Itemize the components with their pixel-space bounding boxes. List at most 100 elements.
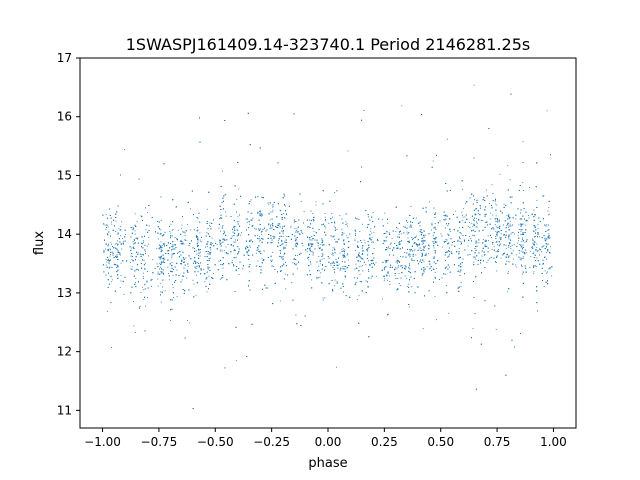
data-point [172,275,174,277]
data-point [339,252,341,254]
data-point [168,272,170,274]
data-point [259,236,261,237]
data-point [411,226,413,228]
data-point [125,234,127,235]
data-point [134,230,136,232]
data-point [362,270,364,272]
data-point [462,214,463,216]
data-point [295,231,296,233]
data-point [199,239,201,241]
data-point [145,207,146,209]
data-point [172,287,174,288]
data-point [324,213,326,214]
data-point [114,243,116,245]
data-point [545,252,547,254]
data-point [324,297,326,299]
data-point [437,260,439,262]
data-point [510,245,512,247]
data-point [471,222,473,224]
data-point [318,270,320,272]
data-point [271,259,273,261]
data-point [535,248,537,250]
data-point [131,227,133,229]
data-point [320,243,322,245]
data-point [495,328,497,330]
data-point [436,236,438,238]
data-point [106,223,108,225]
data-point [546,258,548,260]
data-point [296,268,298,270]
data-point [536,199,538,201]
data-point [367,216,369,218]
data-point [423,261,425,263]
data-point [546,238,548,240]
data-point [533,209,535,211]
data-point [549,213,550,215]
data-point [108,261,110,263]
data-point [316,278,318,280]
data-point [106,232,108,234]
data-point [170,232,172,234]
data-point [383,280,385,282]
data-point [485,213,487,215]
data-point [384,212,386,214]
data-point [460,233,462,235]
data-point [144,283,146,285]
data-point [355,231,357,232]
data-point [278,225,280,227]
data-point [548,235,550,237]
data-point [132,240,134,242]
data-point [499,173,501,175]
data-point [474,220,475,222]
data-point [142,289,144,291]
data-point [211,237,213,239]
data-point [281,257,283,259]
data-point [546,110,548,112]
data-point [198,250,200,251]
data-point [392,248,394,250]
data-point [234,228,235,230]
data-point [361,242,363,243]
data-point [367,286,369,288]
data-point [551,275,553,277]
data-point [236,360,237,362]
data-point [237,246,239,248]
data-point [431,229,432,231]
data-point [348,246,350,248]
data-point [442,246,443,248]
data-point [484,254,486,256]
data-point [520,250,522,252]
data-point [494,224,496,226]
data-point [408,306,410,308]
data-point [298,233,300,235]
data-point [143,284,145,286]
data-point [237,215,239,217]
data-point [359,280,361,282]
data-point [302,245,304,247]
data-point [533,241,535,243]
data-point [110,241,112,243]
data-point [421,252,423,254]
data-point [445,285,447,286]
data-point [407,237,409,239]
data-point [513,244,515,245]
data-point [115,231,117,232]
data-point [117,233,119,235]
data-point [162,250,164,252]
data-point [283,213,285,214]
data-point [513,258,515,260]
data-point [199,222,201,224]
data-point [119,286,121,288]
data-point [223,250,225,251]
data-point [223,238,225,240]
data-point [497,244,498,246]
data-point [408,271,410,273]
data-point [134,243,136,245]
data-point [469,236,470,238]
data-point [232,231,234,233]
data-point [446,251,448,253]
data-point [346,235,348,237]
data-point [197,218,199,220]
data-point [505,254,507,256]
data-point [341,228,343,230]
